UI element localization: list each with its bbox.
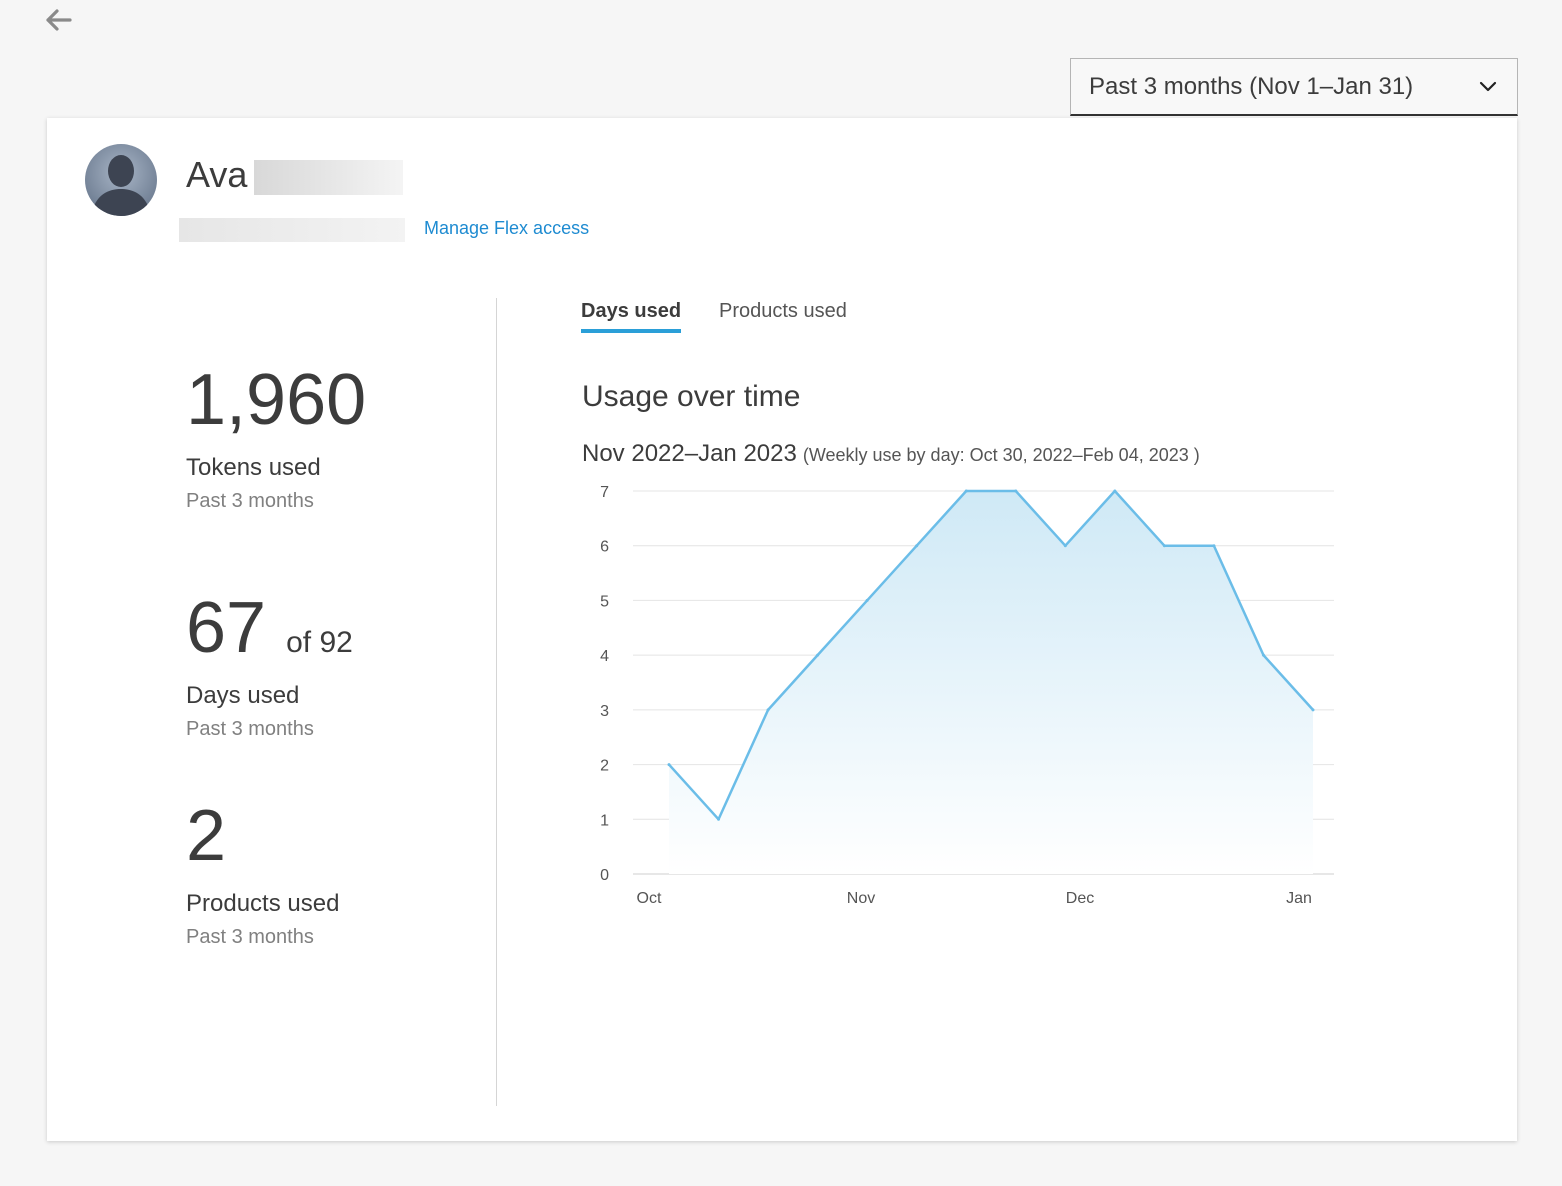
avatar [85, 144, 157, 216]
x-tick-label: Jan [1286, 890, 1312, 907]
days-label: Days used [186, 682, 300, 709]
person-silhouette-icon [85, 144, 157, 216]
chevron-down-icon [1479, 81, 1497, 91]
data-point [717, 817, 721, 821]
products-value: 2 [186, 796, 227, 876]
days-value: 67 [186, 588, 267, 668]
chart-subtitle-row: Nov 2022–Jan 2023 (Weekly use by day: Oct… [582, 440, 1200, 468]
user-first-name: Ava [186, 154, 248, 195]
products-stat: 2 Products used Past 3 months [186, 800, 339, 949]
period-select[interactable]: Past 3 months (Nov 1–Jan 31) [1070, 58, 1518, 116]
usage-chart: 0 1 2 3 4 5 6 7 Oct Nov Dec Jan [600, 484, 1334, 907]
data-point [1014, 489, 1018, 493]
days-stat: 67 of 92 Days used Past 3 months [186, 592, 353, 741]
user-usage-card: Ava Manage Flex access 1,960 Tokens used… [47, 118, 1517, 1141]
back-button[interactable] [44, 6, 74, 34]
period-select-value: Past 3 months (Nov 1–Jan 31) [1089, 72, 1414, 100]
products-label: Products used [186, 890, 340, 917]
y-tick-label: 5 [600, 593, 609, 610]
y-tick-label: 6 [600, 539, 609, 556]
redacted-email [179, 218, 405, 242]
chart-title: Usage over time [582, 380, 801, 413]
days-sub: Past 3 months [186, 718, 314, 740]
tokens-label: Tokens used [186, 454, 321, 481]
y-tick-label: 4 [600, 648, 609, 665]
data-point [865, 598, 869, 602]
data-point [1063, 544, 1067, 548]
tab-days-used[interactable]: Days used [581, 300, 682, 333]
tokens-value: 1,960 [186, 360, 367, 440]
chart-date-range: (Weekly use by day: Oct 30, 2022–Feb 04,… [802, 445, 1200, 465]
x-tick-label: Dec [1066, 890, 1094, 907]
tokens-stat: 1,960 Tokens used Past 3 months [186, 364, 366, 513]
tab-products-used[interactable]: Products used [719, 300, 847, 322]
vertical-divider [496, 298, 497, 1106]
redacted-last-name [254, 160, 403, 195]
chart-subtitle: Nov 2022–Jan 2023 [582, 440, 797, 467]
y-tick-label: 0 [600, 867, 609, 884]
products-sub: Past 3 months [186, 926, 314, 948]
tokens-sub: Past 3 months [186, 490, 314, 512]
usage-area [669, 491, 1313, 874]
arrow-left-icon [46, 9, 72, 31]
y-tick-label: 3 [600, 703, 609, 720]
data-point [1311, 708, 1315, 712]
manage-flex-access-link[interactable]: Manage Flex access [424, 218, 590, 238]
data-point [1261, 653, 1265, 657]
data-point [1162, 544, 1166, 548]
data-point [816, 653, 820, 657]
data-point [964, 489, 968, 493]
data-point [766, 708, 770, 712]
y-tick-label: 7 [600, 484, 609, 501]
x-tick-label: Oct [637, 890, 662, 907]
y-tick-label: 1 [600, 812, 609, 829]
x-tick-label: Nov [847, 890, 875, 907]
data-point [667, 763, 671, 767]
y-tick-label: 2 [600, 758, 609, 775]
data-point [915, 544, 919, 548]
usage-line [668, 489, 1314, 821]
data-point [1212, 544, 1216, 548]
data-point [1113, 489, 1117, 493]
days-total: of 92 [286, 626, 353, 659]
